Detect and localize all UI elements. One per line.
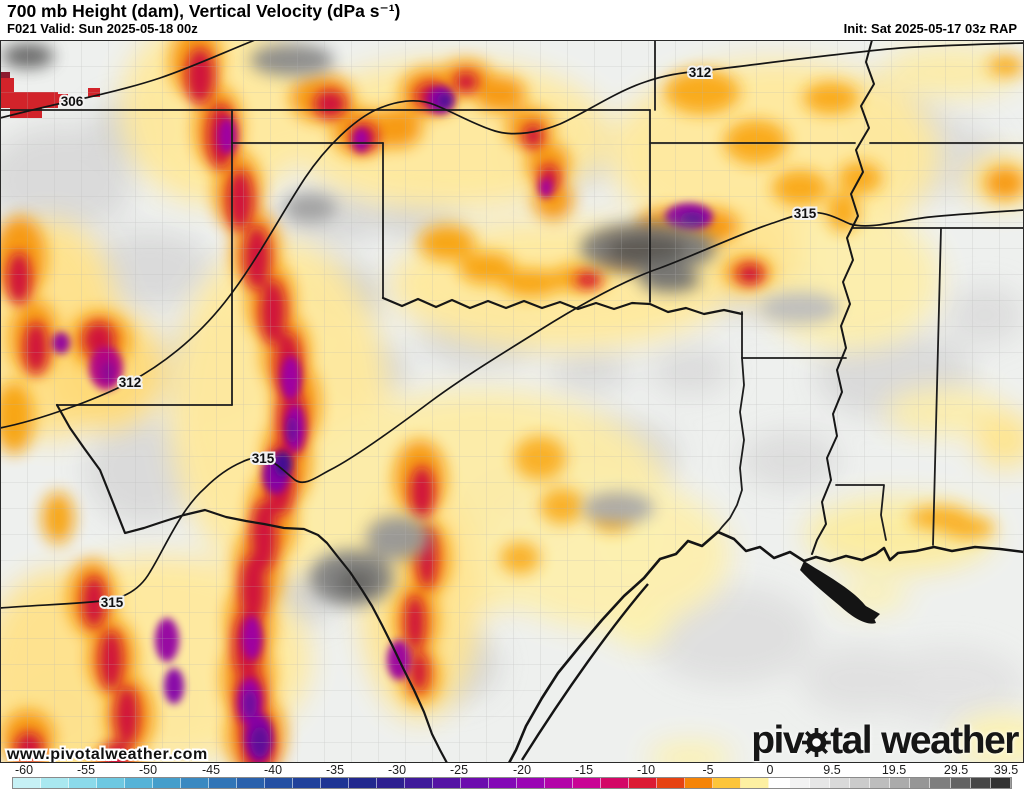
pivotal-weather-logo: piv xyxy=(751,719,1019,762)
colorbar-cell xyxy=(125,778,154,788)
colorbar-cell xyxy=(629,778,658,788)
colorbar-cell xyxy=(349,778,378,788)
colorbar-cell xyxy=(237,778,266,788)
colorbar-tick--60: -60 xyxy=(14,763,34,777)
colorbar-cell xyxy=(293,778,322,788)
colorbar-cell xyxy=(741,778,770,788)
colorbar-tick--5: -5 xyxy=(702,763,714,777)
colorbar-cell xyxy=(181,778,210,788)
colorbar-cell xyxy=(517,778,546,788)
colorbar-cell xyxy=(405,778,434,788)
colorbar-cell xyxy=(153,778,182,788)
colorbar-cell xyxy=(910,778,931,788)
contour-label-306: 306 xyxy=(61,94,84,109)
colorbar-tick--15: -15 xyxy=(574,763,594,777)
colorbar-tick--10: -10 xyxy=(636,763,656,777)
colorbar-cell xyxy=(41,778,70,788)
colorbar-tick-19.5: 19.5 xyxy=(881,763,907,777)
colorbar-tick--50: -50 xyxy=(138,763,158,777)
colorbar-scale xyxy=(12,777,1012,789)
colorbar-cell xyxy=(657,778,686,788)
colorbar-tick-9.5: 9.5 xyxy=(823,763,841,777)
colorbar-cell xyxy=(713,778,742,788)
colorbar-cell xyxy=(433,778,462,788)
watermark: www.pivotalweather.com xyxy=(6,746,208,763)
colorbar-cell xyxy=(13,778,42,788)
colorbar-tick--20: -20 xyxy=(512,763,532,777)
colorbar-cell xyxy=(970,778,991,788)
header-subline: F021 Valid: Sun 2025-05-18 00z Init: Sat… xyxy=(7,21,1017,37)
colorbar-cell xyxy=(990,778,1011,788)
colorbar-tick--40: -40 xyxy=(263,763,283,777)
colorbar-cell xyxy=(321,778,350,788)
colorbar-negative-cells xyxy=(13,778,770,788)
colorbar-tick-labels: -60 -55 -50 -45 -40 -35 -30 -25 -20 -15 -10 -5 0 9.5 1… xyxy=(12,763,1018,777)
colorbar-cell xyxy=(573,778,602,788)
contour-312 xyxy=(0,42,1024,429)
colorbar-cell xyxy=(97,778,126,788)
forecast-map: 306 312 312 315 315 315 www.pivotalweath… xyxy=(0,40,1024,763)
colorbar-cell xyxy=(890,778,911,788)
colorbar-cell xyxy=(829,778,850,788)
colorbar-cell xyxy=(69,778,98,788)
colorbar-cell xyxy=(209,778,238,788)
colorbar-cell xyxy=(930,778,951,788)
colorbar-cell xyxy=(601,778,630,788)
page-title: 700 mb Height (dam), Vertical Velocity (… xyxy=(7,1,401,21)
init-time-label: Init: Sat 2025-05-17 03z RAP xyxy=(843,21,1017,36)
logo-text-tal: tal xyxy=(830,719,873,762)
colorbar-cell xyxy=(489,778,518,788)
mississippi-river xyxy=(811,40,875,555)
colorbar-tick-39.5: 39.5 xyxy=(993,763,1019,777)
colorbar-tick-29.5: 29.5 xyxy=(943,763,969,777)
colorbar-cell xyxy=(950,778,971,788)
map-canvas: 306 312 312 315 315 315 www.pivotalweath… xyxy=(0,40,1024,763)
colorbar-cell xyxy=(265,778,294,788)
logo-text-weather: weather xyxy=(881,719,1019,762)
colorbar-cell xyxy=(870,778,891,788)
colorbar-tick-0: 0 xyxy=(766,763,774,777)
red-river xyxy=(381,296,744,316)
colorbar-cell xyxy=(377,778,406,788)
colorbar-cell xyxy=(789,778,810,788)
gear-icon xyxy=(802,728,832,757)
colorbar-tick--55: -55 xyxy=(76,763,96,777)
contour-label-312-west: 312 xyxy=(119,375,142,390)
coastline xyxy=(507,530,1024,763)
colorbar-tick--35: -35 xyxy=(325,763,345,777)
colorbar-positive-cells xyxy=(769,778,1011,788)
contour-label-315-southwest: 315 xyxy=(101,595,124,610)
contour-315 xyxy=(0,209,1024,609)
rio-grande xyxy=(55,403,449,763)
contour-306 xyxy=(0,40,256,119)
colorbar-tick--45: -45 xyxy=(201,763,221,777)
rivers xyxy=(55,40,875,763)
header: 700 mb Height (dam), Vertical Velocity (… xyxy=(0,0,1024,40)
contour-label-312-east: 312 xyxy=(689,65,712,80)
state-borders xyxy=(0,40,1024,546)
colorbar-cell xyxy=(769,778,790,788)
colorbar-cell xyxy=(809,778,830,788)
colorbar-cell xyxy=(849,778,871,788)
colorbar-tick--30: -30 xyxy=(387,763,407,777)
contour-label-315-central: 315 xyxy=(252,451,275,466)
colorbar-cell xyxy=(545,778,574,788)
logo-text-piv: piv xyxy=(751,719,804,762)
contour-labels: 306 312 312 315 315 315 xyxy=(59,63,819,612)
contour-label-315-east: 315 xyxy=(794,206,817,221)
height-contours xyxy=(0,40,1024,609)
colorbar-tick--25: -25 xyxy=(449,763,469,777)
barrier-island xyxy=(520,583,649,761)
valid-time-label: F021 Valid: Sun 2025-05-18 00z xyxy=(7,21,198,36)
colorbar: -60 -55 -50 -45 -40 -35 -30 -25 -20 -15 -10 -5 0 9.5 1… xyxy=(0,763,1024,791)
colorbar-cell xyxy=(461,778,490,788)
colorbar-cell xyxy=(685,778,714,788)
